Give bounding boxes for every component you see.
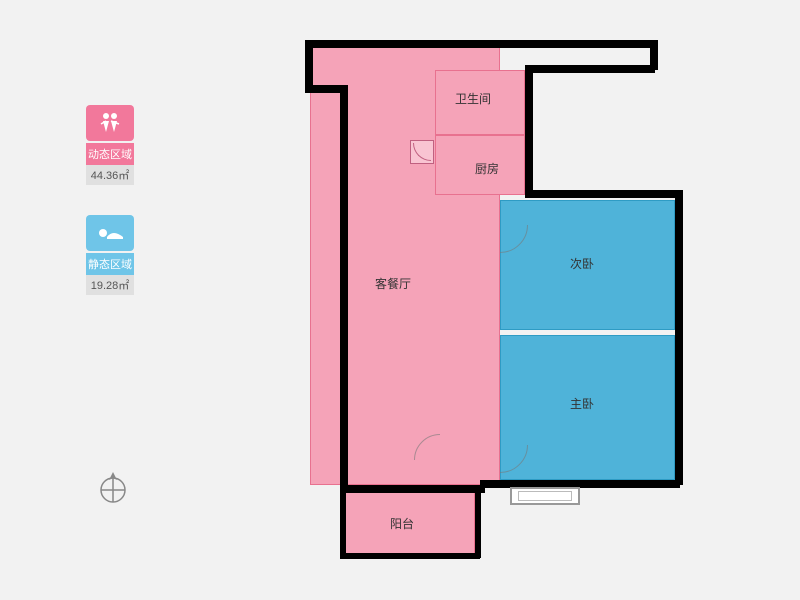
legend-label-dynamic: 动态区域 (86, 143, 134, 165)
wall-segment (340, 490, 346, 558)
legend-label-static: 静态区域 (86, 253, 134, 275)
people-icon (86, 105, 134, 141)
sleep-icon (86, 215, 134, 251)
wall-segment (525, 65, 655, 73)
wall-segment (525, 65, 533, 195)
legend-item-static: 静态区域 19.28㎡ (80, 215, 140, 295)
room-label-kitchen: 厨房 (475, 160, 499, 177)
wall-segment (305, 85, 345, 93)
legend-value-static: 19.28㎡ (86, 275, 134, 295)
wall-segment (305, 40, 655, 48)
room-label-bed1: 主卧 (570, 395, 594, 412)
wall-segment (525, 190, 680, 198)
wall-segment (305, 40, 313, 90)
wall-segment (340, 85, 348, 490)
room-label-bathroom: 卫生间 (455, 90, 491, 107)
legend-panel: 动态区域 44.36㎡ 静态区域 19.28㎡ (80, 105, 140, 325)
legend-value-dynamic: 44.36㎡ (86, 165, 134, 185)
room-label-living: 客餐厅 (375, 275, 411, 292)
room-label-balcony: 阳台 (390, 515, 414, 532)
compass-icon (95, 470, 131, 511)
legend-item-dynamic: 动态区域 44.36㎡ (80, 105, 140, 185)
wall-segment (675, 190, 683, 485)
room-label-bed2: 次卧 (570, 255, 594, 272)
wall-segment (340, 485, 485, 493)
floorplan: 客餐厅 卫生间厨房阳台 次卧主卧 (280, 25, 690, 580)
wall-segment (340, 553, 480, 559)
wall-segment (475, 490, 481, 558)
